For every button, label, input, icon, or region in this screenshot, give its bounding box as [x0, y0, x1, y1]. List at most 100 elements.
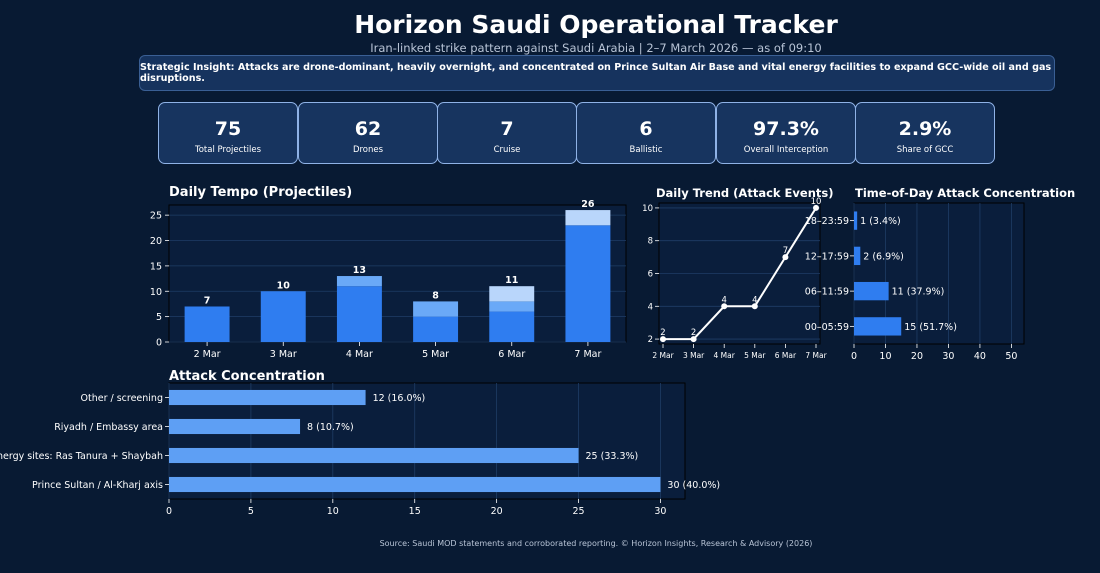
kpi-card-overall-interception: 97.3% Overall Interception [716, 102, 856, 164]
daily-tempo-total-label: 11 [505, 275, 518, 286]
time-of-day-bar-label: 2 (6.9%) [863, 251, 904, 262]
daily-trend-y-tick-label: 4 [648, 302, 653, 312]
kpi-card-cruise: 7 Cruise [437, 102, 577, 164]
daily-trend-value-label: 4 [721, 295, 726, 305]
attack-concentration-chart: 0 5 10 15 20 25 30 30 (40.0%) Prince Sultan / Al… [0, 382, 720, 517]
daily-tempo-bar-cruise [413, 301, 459, 317]
time-of-day-chart: 0 10 20 30 40 50 15 (51.7%) 00–05:59 11 (37.9%) 0… [805, 202, 1025, 362]
daily-trend-point [751, 303, 758, 310]
daily-trend-x-tick-label: 2 Mar [652, 351, 674, 360]
daily-trend-title: Daily Trend (Attack Events) [656, 186, 834, 200]
attack-concentration-bar-label: 25 (33.3%) [586, 451, 639, 462]
daily-tempo-bar-drones [565, 225, 611, 342]
page-title: Horizon Saudi Operational Tracker [354, 10, 838, 39]
daily-tempo-bar-drones [489, 311, 535, 342]
daily-tempo-x-tick-label: 4 Mar [346, 349, 373, 360]
kpi-value: 97.3% [753, 118, 819, 140]
time-of-day-y-tick-label: 12–17:59 [805, 251, 849, 262]
time-of-day-x-tick-label: 40 [974, 351, 986, 362]
kpi-card-ballistic: 6 Ballistic [576, 102, 716, 164]
daily-tempo-total-label: 10 [277, 280, 291, 291]
daily-tempo-bar-ballistic [565, 210, 611, 226]
daily-tempo-x-tick-label: 7 Mar [574, 349, 601, 360]
daily-tempo-bar-drones [260, 291, 306, 342]
attack-concentration-y-tick-label: Energy sites: Ras Tanura + Shaybah [0, 451, 163, 462]
daily-trend-y-tick-label: 8 [648, 237, 653, 247]
attack-concentration-bar-label: 8 (10.7%) [307, 422, 354, 433]
daily-trend-point [660, 336, 666, 343]
time-of-day-bar [854, 211, 858, 230]
daily-trend-value-label: 10 [811, 197, 822, 207]
time-of-day-x-tick-label: 20 [911, 351, 923, 362]
daily-tempo-x-tick-label: 2 Mar [194, 349, 221, 360]
attack-concentration-x-tick-label: 15 [409, 506, 421, 517]
daily-tempo-total-label: 7 [204, 295, 211, 306]
daily-tempo-chart: 0 5 10 15 20 25 7 2 Mar 10 3 Mar 13 4 Mar 8 5 Mar 11 6 … [150, 199, 627, 360]
time-of-day-bar-label: 11 (37.9%) [892, 287, 945, 298]
attack-concentration-x-tick-label: 25 [572, 506, 584, 517]
daily-tempo-bar-cruise [489, 301, 535, 312]
kpi-value: 6 [639, 118, 653, 140]
time-of-day-bar [854, 317, 902, 336]
source-footnote: Source: Saudi MOD statements and corrobo… [379, 539, 813, 548]
kpi-card-total-projectiles: 75 Total Projectiles [158, 102, 298, 164]
attack-concentration-x-tick-label: 10 [327, 506, 339, 517]
kpi-value: 2.9% [898, 118, 952, 140]
time-of-day-bar-label: 15 (51.7%) [904, 322, 957, 333]
daily-tempo-total-label: 8 [432, 290, 439, 301]
kpi-card-share-of-gcc: 2.9% Share of GCC [855, 102, 995, 164]
daily-tempo-x-tick-label: 5 Mar [422, 349, 449, 360]
daily-tempo-x-tick-label: 3 Mar [270, 349, 297, 360]
daily-trend-value-label: 7 [783, 246, 788, 256]
daily-trend-y-tick-label: 2 [648, 335, 653, 345]
attack-concentration-x-tick-label: 5 [248, 506, 254, 517]
daily-tempo-title: Daily Tempo (Projectiles) [169, 185, 353, 200]
time-of-day-bar [854, 246, 861, 266]
attack-concentration-x-tick-label: 30 [654, 506, 666, 517]
kpi-label: Drones [352, 145, 384, 155]
time-of-day-y-tick-label: 00–05:59 [805, 322, 849, 333]
daily-tempo-bar-cruise [336, 276, 382, 287]
time-of-day-bar [854, 281, 889, 301]
daily-tempo-x-tick-label: 6 Mar [498, 349, 525, 360]
page-subtitle: Iran-linked strike pattern against Saudi… [370, 41, 822, 55]
daily-tempo-bar-ballistic [489, 286, 535, 302]
kpi-value: 75 [214, 118, 242, 140]
daily-trend-line [663, 207, 817, 341]
daily-tempo-y-tick-label: 15 [150, 261, 162, 272]
kpi-label: Total Projectiles [194, 145, 262, 155]
attack-concentration-bar-label: 30 (40.0%) [667, 480, 720, 491]
time-of-day-x-tick-label: 10 [879, 351, 891, 362]
attack-concentration-bar [169, 389, 366, 406]
daily-trend-x-tick-label: 4 Mar [714, 351, 736, 360]
daily-trend-value-label: 2 [660, 328, 665, 338]
attack-concentration-title: Attack Concentration [169, 369, 325, 384]
daily-tempo-y-tick-label: 5 [156, 312, 162, 323]
daily-tempo-y-tick-label: 25 [150, 211, 162, 222]
attack-concentration-y-tick-label: Prince Sultan / Al-Kharj axis [32, 480, 163, 491]
daily-trend-x-tick-label: 3 Mar [683, 351, 705, 360]
daily-trend-point [813, 204, 819, 211]
daily-tempo-bar-drones [184, 306, 230, 342]
daily-tempo-plot-area [168, 204, 627, 343]
daily-tempo-y-tick-label: 20 [150, 236, 162, 247]
kpi-label: Ballistic [629, 145, 663, 155]
daily-tempo-total-label: 13 [353, 265, 366, 276]
attack-concentration-x-tick-label: 0 [166, 506, 172, 517]
kpi-value: 62 [354, 118, 382, 140]
daily-trend-y-tick-label: 6 [648, 270, 653, 280]
time-of-day-x-tick-label: 50 [1005, 351, 1017, 362]
daily-trend-point [782, 254, 789, 261]
daily-trend-value-label: 4 [752, 295, 757, 305]
attack-concentration-bar [169, 476, 661, 493]
time-of-day-bar-label: 1 (3.4%) [860, 216, 901, 227]
daily-trend-point [721, 303, 728, 310]
attack-concentration-bar [169, 447, 579, 464]
attack-concentration-bar-label: 12 (16.0%) [373, 393, 426, 404]
attack-concentration-bar [169, 418, 301, 435]
strategic-insight-banner: Strategic Insight: Attacks are drone-dom… [139, 55, 1055, 91]
kpi-label: Share of GCC [896, 145, 954, 155]
time-of-day-x-tick-label: 30 [942, 351, 954, 362]
kpi-label: Overall Interception [743, 145, 829, 155]
time-of-day-y-tick-label: 06–11:59 [805, 287, 849, 298]
